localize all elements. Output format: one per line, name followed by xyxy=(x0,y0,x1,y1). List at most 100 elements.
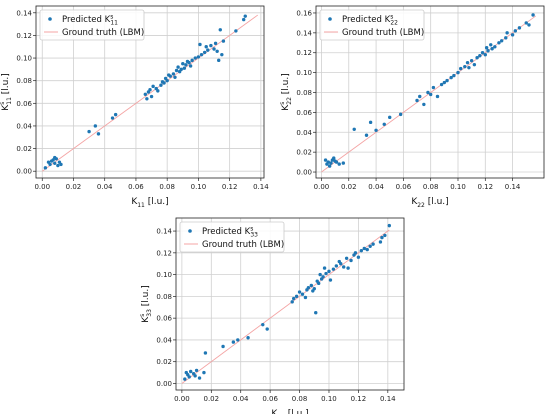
data-point xyxy=(54,157,59,161)
data-point xyxy=(356,255,361,259)
data-point xyxy=(188,64,193,68)
y-tick-label: 0.12 xyxy=(16,32,32,40)
data-point xyxy=(353,251,358,255)
data-point xyxy=(168,74,173,78)
y-tick-label: 0.10 xyxy=(16,55,32,63)
data-point xyxy=(318,272,322,277)
data-point xyxy=(327,269,331,274)
data-point xyxy=(442,80,447,85)
data-point xyxy=(499,39,504,43)
chart-k33: 0.00 0.02 0.04 0.06 0.08 0.10 0.12 0.14 0.00 0.02… xyxy=(139,217,405,414)
data-point xyxy=(463,64,467,69)
data-point xyxy=(173,75,177,79)
x-axis-label: K33 [l.u.] xyxy=(271,409,308,414)
data-point xyxy=(203,351,208,355)
data-point xyxy=(190,58,194,63)
data-point xyxy=(504,36,508,40)
data-point xyxy=(183,377,187,381)
data-point xyxy=(246,336,250,340)
data-point xyxy=(478,54,482,58)
data-point xyxy=(324,271,328,276)
y-tick-label: 0.08 xyxy=(296,89,312,97)
y-tick-label: 0.00 xyxy=(16,168,32,176)
data-point xyxy=(510,33,515,37)
data-point xyxy=(365,247,369,252)
data-point xyxy=(334,264,339,268)
y-tick-label: 0.04 xyxy=(296,129,312,137)
data-point xyxy=(231,340,236,344)
data-point xyxy=(513,29,518,33)
y-tick-label: 0.02 xyxy=(296,149,312,157)
data-point xyxy=(236,338,240,342)
data-point xyxy=(329,161,333,165)
x-tick-label: 0.04 xyxy=(97,183,113,191)
legend-scatter-marker xyxy=(188,229,192,233)
x-tick-label: 0.10 xyxy=(450,183,466,191)
data-point xyxy=(328,278,333,282)
data-point xyxy=(374,128,378,132)
data-point xyxy=(418,94,422,99)
y-tick-label: 0.06 xyxy=(296,109,312,117)
data-point xyxy=(300,292,305,296)
data-point xyxy=(484,46,489,50)
x-tick-label: 0.04 xyxy=(368,183,384,191)
data-point xyxy=(469,58,474,63)
x-tick-label: 0.00 xyxy=(174,395,190,403)
legend-scatter-label: Predicted Ks 22 xyxy=(342,14,398,27)
y-tick-label: 0.14 xyxy=(16,9,32,17)
y-tick-label: 0.16 xyxy=(296,9,312,17)
data-point xyxy=(398,112,403,117)
data-point xyxy=(415,98,419,103)
data-point xyxy=(472,62,477,67)
x-tick-label: 0.00 xyxy=(314,183,330,191)
data-point xyxy=(362,246,366,251)
data-point xyxy=(96,132,101,136)
legend-box xyxy=(179,221,285,253)
x-tick-label: 0.08 xyxy=(423,183,439,191)
data-point xyxy=(261,322,265,327)
data-point xyxy=(309,283,314,288)
data-point xyxy=(527,23,531,27)
y-tick-label: 0.04 xyxy=(16,122,32,130)
y-axis-label: Ks33 [l.u.] xyxy=(139,285,153,323)
data-point xyxy=(297,290,302,294)
data-point xyxy=(181,62,185,66)
data-point xyxy=(475,55,479,60)
legend-scatter-marker xyxy=(328,17,332,21)
data-point xyxy=(364,133,369,137)
x-tick-label: 0.12 xyxy=(477,183,493,191)
data-point xyxy=(306,285,311,290)
data-point xyxy=(243,14,247,18)
data-point xyxy=(489,43,493,47)
data-point xyxy=(378,240,383,244)
data-point xyxy=(303,295,308,300)
data-point xyxy=(217,58,221,63)
x-tick-label: 0.14 xyxy=(380,395,396,403)
data-point xyxy=(204,45,208,49)
data-point xyxy=(321,275,325,279)
y-tick-label: 0.14 xyxy=(296,29,312,37)
data-point xyxy=(382,122,386,127)
data-point xyxy=(349,258,353,263)
data-point xyxy=(143,92,148,96)
data-point xyxy=(531,13,535,17)
data-point xyxy=(113,112,118,117)
data-point xyxy=(341,161,346,165)
data-point xyxy=(339,262,343,266)
x-tick-label: 0.12 xyxy=(351,395,367,403)
data-point xyxy=(387,223,391,228)
y-tick-label: 0.08 xyxy=(156,293,172,301)
data-point xyxy=(435,94,440,99)
data-point xyxy=(59,162,63,167)
data-point xyxy=(290,300,294,304)
data-point xyxy=(380,235,384,240)
y-tick-label: 0.12 xyxy=(296,49,312,57)
x-tick-label: 0.14 xyxy=(253,183,269,191)
x-axis-label: K22 [l.u.] xyxy=(411,197,448,209)
data-point xyxy=(346,266,350,270)
axes-frame xyxy=(175,217,405,391)
data-point xyxy=(331,267,336,271)
data-point xyxy=(221,344,225,349)
